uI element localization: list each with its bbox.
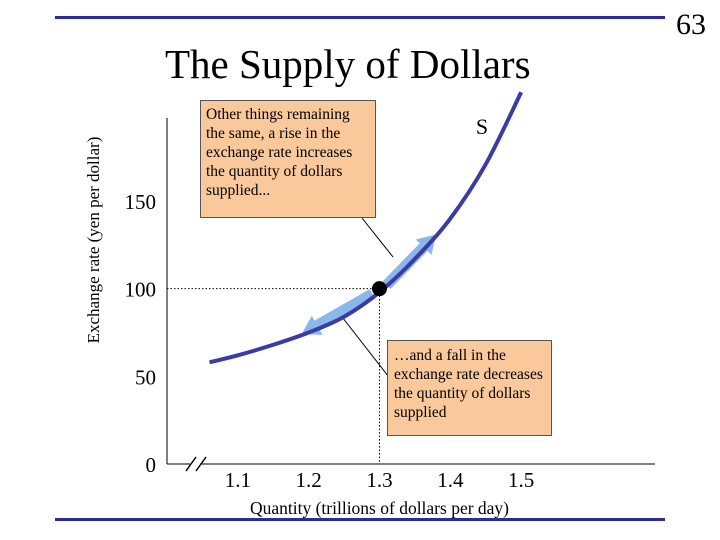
x-tick-label: 1.4 [437,468,464,492]
supply-curve [209,91,523,365]
axis-break-mark [185,456,197,472]
x-tick-label: 1.3 [366,468,392,492]
axes [166,118,655,472]
movement-arrows [301,234,437,335]
movement-arrow-shaft [314,289,376,331]
x-tick-label: 1.5 [508,468,534,492]
x-tick-label: 1.1 [225,468,251,492]
y-tick-label: 100 [125,278,157,302]
y-tick-label: 0 [146,453,157,477]
chart-text: 1.1 1.2 1.3 1.4 1.5 0 50 100 150 Quantity (trilli… [125,114,535,518]
x-axis-label: Quantity (trillions of dollars per day) [250,498,509,518]
guide-lines [167,217,394,464]
callout-rise: Other things remaining the same, a rise … [200,100,376,218]
callout-pointer-fall [338,312,393,382]
supply-curve-group [209,91,523,365]
callout-pointer-rise [361,217,394,258]
page-title: The Supply of Dollars [165,41,531,87]
top-rule [55,16,665,19]
bottom-rule [55,518,665,521]
x-tick-label: 1.2 [296,468,322,492]
y-tick-label: 150 [125,190,157,214]
highlight-point [372,281,387,297]
y-tick-label: 50 [135,365,156,389]
series-label: S [476,114,488,139]
callout-fall: …and a fall in the exchange rate decreas… [387,340,552,436]
axis-break-mark [195,456,207,472]
page-number: 63 [676,8,706,41]
